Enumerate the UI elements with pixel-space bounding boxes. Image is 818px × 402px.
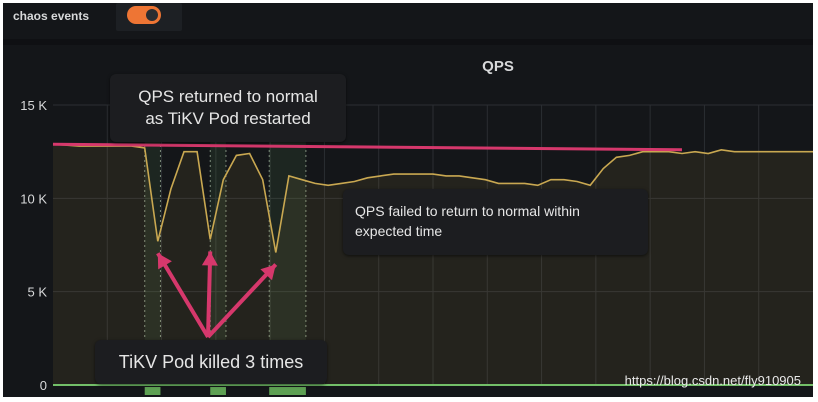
- annotation-qps-returned: QPS returned to normal as TiKV Pod resta…: [110, 74, 346, 142]
- y-tick-label: 15 K: [20, 98, 47, 113]
- annotation-qps-failed: QPS failed to return to normal within ex…: [343, 189, 648, 255]
- panel-title: QPS: [482, 58, 514, 75]
- chaos-event-marker: [210, 387, 226, 395]
- annotation-line: QPS returned to normal: [138, 87, 318, 106]
- dashboard-variables-bar: chaos events: [3, 3, 813, 39]
- arrow-shaft: [206, 251, 213, 338]
- arrow-head: [157, 253, 172, 270]
- chaos-events-label: chaos events: [13, 9, 90, 23]
- normal-qps-baseline: [52, 142, 682, 152]
- toggle-knob: [146, 9, 158, 21]
- annotation-line: as TiKV Pod restarted: [145, 109, 311, 128]
- chaos-event-marker: [269, 387, 306, 395]
- annotation-line: QPS failed to return to normal within: [355, 203, 580, 219]
- grafana-dashboard: chaos events QPS 0 5 K 10 K 15 K QPS return…: [3, 3, 813, 397]
- annotation-line: expected time: [355, 223, 443, 239]
- qps-chart: QPS 0 5 K 10 K 15 K: [20, 58, 813, 395]
- arrow-shaft: [156, 252, 210, 339]
- annotation-line: TiKV Pod killed 3 times: [118, 352, 304, 372]
- y-tick-label: 0: [40, 378, 47, 393]
- arrow-head: [201, 251, 218, 266]
- y-tick-label: 5 K: [27, 285, 47, 300]
- annotation-pod-killed: TiKV Pod killed 3 times: [95, 340, 327, 384]
- chaos-event-region: [210, 105, 226, 385]
- chaos-events-toggle[interactable]: [127, 6, 161, 24]
- chaos-event-marker: [144, 387, 161, 395]
- arrow-shaft: [206, 263, 278, 339]
- y-tick-label: 10 K: [20, 191, 47, 206]
- chaos-events-toggle-container: [116, 3, 182, 31]
- chaos-event-region: [269, 105, 306, 385]
- qps-series-line: [52, 143, 813, 253]
- qps-panel: QPS 0 5 K 10 K 15 K QPS returned to normal …: [3, 45, 813, 397]
- kill-arrows: [156, 251, 278, 339]
- watermark-url: https://blog.csdn.net/fly910905: [624, 373, 801, 388]
- arrow-head: [260, 264, 276, 281]
